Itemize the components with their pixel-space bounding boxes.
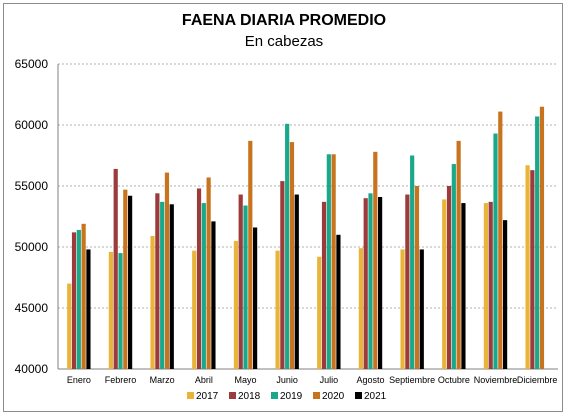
bar-2017-septiembre (400, 249, 405, 369)
bar-2017-marzo (150, 236, 155, 369)
bar-2021-septiembre (419, 249, 424, 369)
bar-2019-abril (201, 203, 206, 369)
x-tick-label: Agosto (356, 375, 384, 385)
x-tick-label: Mayo (234, 375, 256, 385)
bar-2021-agosto (378, 196, 383, 369)
bar-2021-febrero (128, 195, 133, 369)
bar-2017-diciembre (525, 165, 530, 369)
x-tick-label: Junio (276, 375, 298, 385)
bar-2017-enero (67, 283, 72, 369)
bar-2020-marzo (164, 172, 170, 369)
legend-swatch-2020 (313, 392, 320, 399)
x-tick-label: Septiembre (389, 375, 435, 385)
bar-2021-julio (336, 234, 341, 369)
bar-2021-noviembre (503, 220, 508, 369)
bar-2018-diciembre (530, 170, 535, 369)
bar-2018-septiembre (405, 194, 410, 369)
bar-2020-noviembre (498, 111, 503, 369)
legend-swatch-2017 (187, 392, 194, 399)
legend-swatch-2021 (355, 392, 362, 399)
bar-2021-junio (294, 194, 299, 369)
x-tick-label: Diciembre (517, 375, 558, 385)
bar-2021-enero (86, 249, 91, 369)
chart-subtitle: En cabezas (244, 33, 324, 50)
bar-2019-septiembre (410, 155, 415, 369)
bar-2019-enero (76, 229, 81, 369)
bar-2021-marzo (169, 204, 174, 369)
legend-swatch-2019 (271, 392, 278, 399)
legend-label-2021: 2021 (364, 391, 387, 402)
bar-2019-agosto (368, 193, 373, 369)
bar-2019-mayo (243, 205, 248, 369)
bar-2018-julio (321, 201, 327, 369)
bar-2020-diciembre (539, 106, 545, 369)
bar-2020-febrero (123, 189, 128, 369)
x-tick-label: Marzo (150, 375, 175, 385)
bar-2017-julio (317, 256, 322, 369)
bar-2017-febrero (108, 251, 113, 369)
bar-2017-mayo (233, 240, 238, 369)
bar-2019-diciembre (535, 116, 540, 370)
legend-label-2017: 2017 (196, 391, 219, 402)
y-tick-label: 65000 (15, 57, 49, 71)
bar-2020-septiembre (414, 186, 420, 369)
y-tick-label: 55000 (15, 179, 49, 193)
bar-2020-mayo (248, 140, 253, 369)
bar-2018-octubre (446, 186, 452, 369)
bar-2019-noviembre (493, 133, 498, 369)
bar-2019-octubre (451, 164, 456, 369)
bar-2021-mayo (253, 227, 258, 369)
bar-2018-agosto (363, 198, 368, 369)
legend-label-2020: 2020 (322, 391, 345, 402)
bar-2018-enero (71, 232, 77, 369)
x-tick-label: Enero (67, 375, 91, 385)
x-tick-label: Julio (320, 375, 339, 385)
x-tick-label: Noviembre (474, 375, 518, 385)
x-tick-label: Octubre (438, 375, 470, 385)
y-tick-label: 40000 (15, 362, 49, 376)
bar-2021-octubre (461, 203, 466, 369)
bar-2018-noviembre (488, 201, 493, 369)
bar-2018-abril (196, 188, 202, 369)
y-tick-label: 60000 (15, 118, 49, 132)
bar-2019-marzo (160, 201, 165, 369)
legend-swatch-2018 (229, 392, 236, 399)
bar-2020-julio (331, 154, 336, 369)
bar-2017-agosto (358, 248, 363, 369)
legend-label-2018: 2018 (238, 391, 261, 402)
bar-2018-marzo (155, 193, 160, 369)
bar-2020-enero (81, 223, 86, 369)
bar-2017-abril (192, 250, 197, 369)
y-tick-label: 45000 (15, 301, 49, 315)
bar-2019-junio (285, 123, 290, 369)
bar-2020-agosto (373, 151, 378, 369)
bar-2018-mayo (238, 194, 243, 369)
bar-2019-julio (326, 154, 331, 369)
bar-2020-octubre (456, 140, 461, 369)
bar-2018-junio (280, 181, 285, 369)
legend-label-2019: 2019 (280, 391, 303, 402)
bar-2017-junio (275, 250, 280, 369)
x-tick-label: Abril (195, 375, 213, 385)
bar-2020-junio (289, 142, 295, 369)
y-tick-label: 50000 (15, 240, 49, 254)
bar-2021-abril (211, 221, 216, 369)
bar-2018-febrero (113, 168, 118, 369)
x-tick-label: Febrero (105, 375, 137, 385)
bar-2017-noviembre (483, 203, 488, 369)
bar-2020-abril (206, 177, 211, 369)
chart-title: FAENA DIARIA PROMEDIO (181, 12, 387, 29)
bar-2019-febrero (118, 253, 123, 369)
bar-2017-octubre (442, 199, 447, 369)
